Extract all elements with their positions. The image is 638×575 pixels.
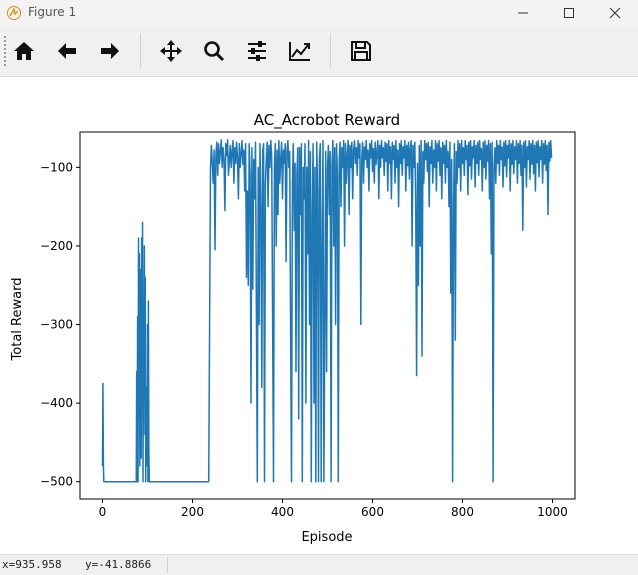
reward-line (101, 139, 553, 483)
zoom-button[interactable] (198, 35, 230, 67)
app-icon (7, 6, 21, 20)
y-tick-label: −400 (40, 396, 73, 410)
forward-button[interactable] (94, 35, 126, 67)
window-title: Figure 1 (28, 5, 77, 19)
y-tick-label: −100 (40, 160, 73, 174)
search-icon (204, 41, 225, 62)
cursor-y-readout: y=-41.8866 (85, 558, 152, 571)
arrow-right-icon (101, 43, 119, 59)
sliders-icon (248, 41, 266, 61)
x-tick-label: 200 (181, 505, 204, 519)
y-tick-label: −200 (40, 239, 73, 253)
navigation-toolbar (0, 26, 638, 77)
close-button[interactable] (592, 0, 638, 26)
x-tick-label: 400 (271, 505, 294, 519)
reward-chart[interactable]: AC_Acrobot Reward Episode Total Reward 0… (0, 77, 638, 554)
x-tick-label: 1000 (537, 505, 568, 519)
minimize-button[interactable] (500, 0, 546, 26)
window-titlebar: Figure 1 (0, 0, 638, 26)
series-group (101, 139, 553, 483)
home-button[interactable] (8, 35, 40, 67)
chart-title: AC_Acrobot Reward (254, 111, 400, 130)
toolbar-separator (140, 34, 141, 68)
toolbar-grip[interactable] (4, 36, 6, 66)
toolbar-separator (330, 34, 331, 68)
save-button[interactable] (345, 35, 377, 67)
status-divider (167, 557, 168, 573)
trend-icon (289, 42, 310, 61)
pan-button[interactable] (155, 35, 187, 67)
close-icon (609, 7, 621, 19)
save-icon (351, 41, 371, 61)
x-tick-label: 800 (451, 505, 474, 519)
figure-canvas[interactable]: AC_Acrobot Reward Episode Total Reward 0… (0, 77, 638, 554)
x-tick-label: 0 (99, 505, 107, 519)
status-bar: x=935.958 y=-41.8866 (0, 554, 638, 575)
y-tick-label: −500 (40, 475, 73, 489)
arrow-left-icon (58, 43, 76, 59)
maximize-button[interactable] (546, 0, 592, 26)
cursor-x-readout: x=935.958 (2, 558, 62, 571)
y-tick-label: −300 (40, 318, 73, 332)
axes-frame (79, 131, 576, 500)
back-button[interactable] (51, 35, 83, 67)
x-axis-label: Episode (301, 530, 352, 545)
subplots-button[interactable] (241, 35, 273, 67)
home-icon (14, 42, 34, 60)
axis-ticks: 0 200 400 600 800 1000 −100 −200 −300 −400 −500 (40, 160, 568, 519)
axes-button[interactable] (284, 35, 316, 67)
maximize-icon (564, 8, 574, 18)
x-tick-label: 600 (361, 505, 384, 519)
minimize-icon (518, 12, 528, 14)
y-axis-label: Total Reward (10, 278, 25, 362)
move-icon (160, 40, 182, 62)
